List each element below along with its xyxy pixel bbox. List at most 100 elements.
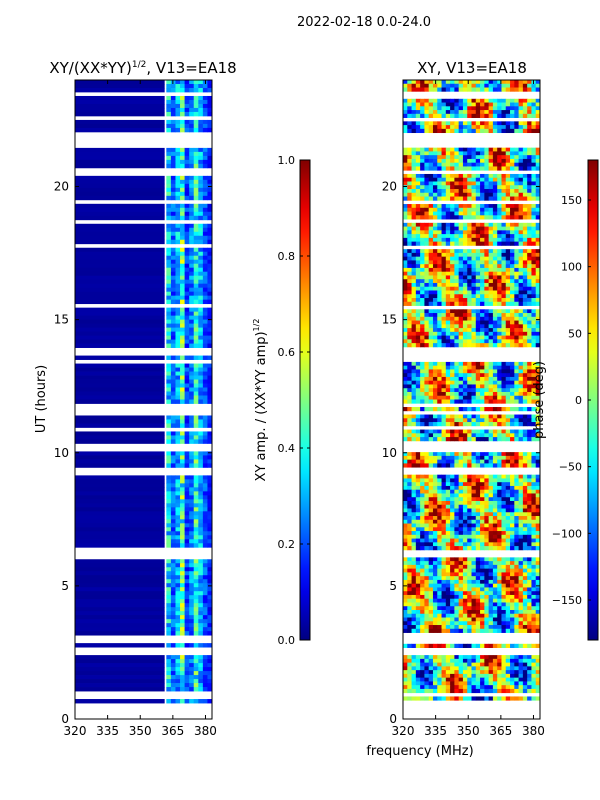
phase-cell: [522, 155, 528, 160]
phase-cell: [403, 320, 408, 325]
phase-cell: [514, 252, 519, 258]
phase-cell: [407, 98, 412, 103]
phase-cell: [458, 294, 464, 299]
phase-cell: [441, 204, 447, 209]
phase-cell: [497, 177, 502, 182]
phase-cell: [514, 260, 519, 265]
phase-cell: [531, 335, 537, 340]
amplitude-cell: [202, 275, 208, 281]
phase-cell: [454, 264, 460, 269]
phase-cell: [514, 271, 519, 276]
phase-cell: [475, 87, 481, 92]
phase-cell: [407, 331, 412, 336]
amplitude-cell: [175, 119, 181, 125]
phase-cell: [471, 316, 477, 321]
amplitude-cell: [207, 663, 213, 668]
phase-cell: [428, 463, 434, 468]
amplitude-cell: [180, 163, 185, 169]
phase-cell: [518, 365, 524, 370]
phase-cell: [488, 339, 494, 344]
phase-cell: [527, 290, 532, 295]
phase-cell: [471, 128, 477, 134]
phase-cell: [467, 166, 472, 171]
phase-cell: [492, 147, 498, 152]
phase-cell: [458, 267, 464, 273]
phase-cell: [432, 181, 438, 186]
amplitude-cell: [202, 355, 208, 360]
phase-cell: [432, 147, 438, 152]
phase-cell: [441, 500, 447, 506]
amplitude-cell: [207, 267, 213, 273]
phase-cell: [411, 572, 417, 577]
phase-cell: [492, 121, 498, 126]
phase-cell: [475, 298, 481, 303]
phase-cell: [450, 110, 455, 115]
phase-cell: [522, 497, 528, 502]
phase-cell: [415, 594, 421, 600]
phase-cell: [471, 414, 477, 419]
amplitude-cell: [184, 687, 190, 692]
phase-cell: [510, 252, 515, 258]
amplitude-cell: [180, 575, 185, 580]
phase-cell: [437, 429, 442, 434]
phase-cell: [467, 508, 472, 513]
phase-cell: [488, 407, 494, 412]
phase-cell: [531, 230, 537, 235]
phase-cell: [505, 290, 511, 295]
phase-cell: [475, 583, 481, 588]
phase-cell: [488, 196, 494, 201]
phase-cell: [527, 414, 532, 419]
amplitude-cell: [166, 383, 172, 388]
phase-cell: [480, 260, 485, 265]
phase-cell: [407, 583, 412, 588]
amplitude-cell: [170, 295, 176, 301]
phase-cell: [510, 256, 515, 261]
amplitude-cell: [170, 367, 176, 372]
amplitude-cell: [166, 511, 172, 516]
phase-cell: [450, 181, 455, 186]
phase-cell: [415, 196, 421, 201]
amplitude-cell: [202, 571, 208, 576]
amplitude-cell: [184, 519, 190, 524]
phase-cell: [458, 275, 464, 280]
phase-cell: [462, 83, 468, 88]
phase-cell: [454, 249, 460, 254]
amplitude-cell: [170, 231, 176, 237]
phase-cell: [407, 222, 412, 227]
phase-cell: [510, 237, 515, 243]
phase-cell: [518, 316, 524, 321]
phase-cell: [428, 301, 434, 306]
phase-cell: [480, 207, 485, 212]
amplitude-cell: [207, 507, 213, 512]
phase-cell: [492, 422, 498, 427]
phase-cell: [492, 335, 498, 340]
phase-cell: [411, 158, 417, 164]
phase-cell: [497, 211, 502, 216]
phase-cell: [454, 519, 460, 524]
amplitude-cell: [198, 119, 204, 125]
phase-cell: [475, 237, 481, 243]
phase-cell: [424, 391, 430, 397]
phase-cell: [415, 485, 421, 491]
phase-cell: [450, 361, 455, 367]
amplitude-cell: [198, 335, 204, 340]
phase-cell: [428, 279, 434, 284]
phase-cell: [403, 282, 408, 288]
phase-cell: [510, 87, 515, 92]
phase-cell: [531, 301, 537, 306]
phase-cell: [501, 587, 507, 592]
phase-cell: [424, 474, 430, 479]
phase-cell: [492, 579, 498, 585]
phase-cell: [505, 113, 511, 118]
phase-cell: [480, 579, 485, 585]
amplitude-cell: [175, 611, 181, 616]
amplitude-cell: [189, 363, 195, 368]
phase-cell: [445, 80, 451, 85]
phase-cell: [462, 222, 468, 227]
amplitude-cell: [189, 619, 195, 624]
phase-cell: [505, 121, 511, 126]
phase-cell: [458, 279, 464, 284]
amplitude-cell: [180, 699, 185, 704]
phase-cell: [424, 320, 430, 325]
phase-cell: [510, 102, 515, 107]
